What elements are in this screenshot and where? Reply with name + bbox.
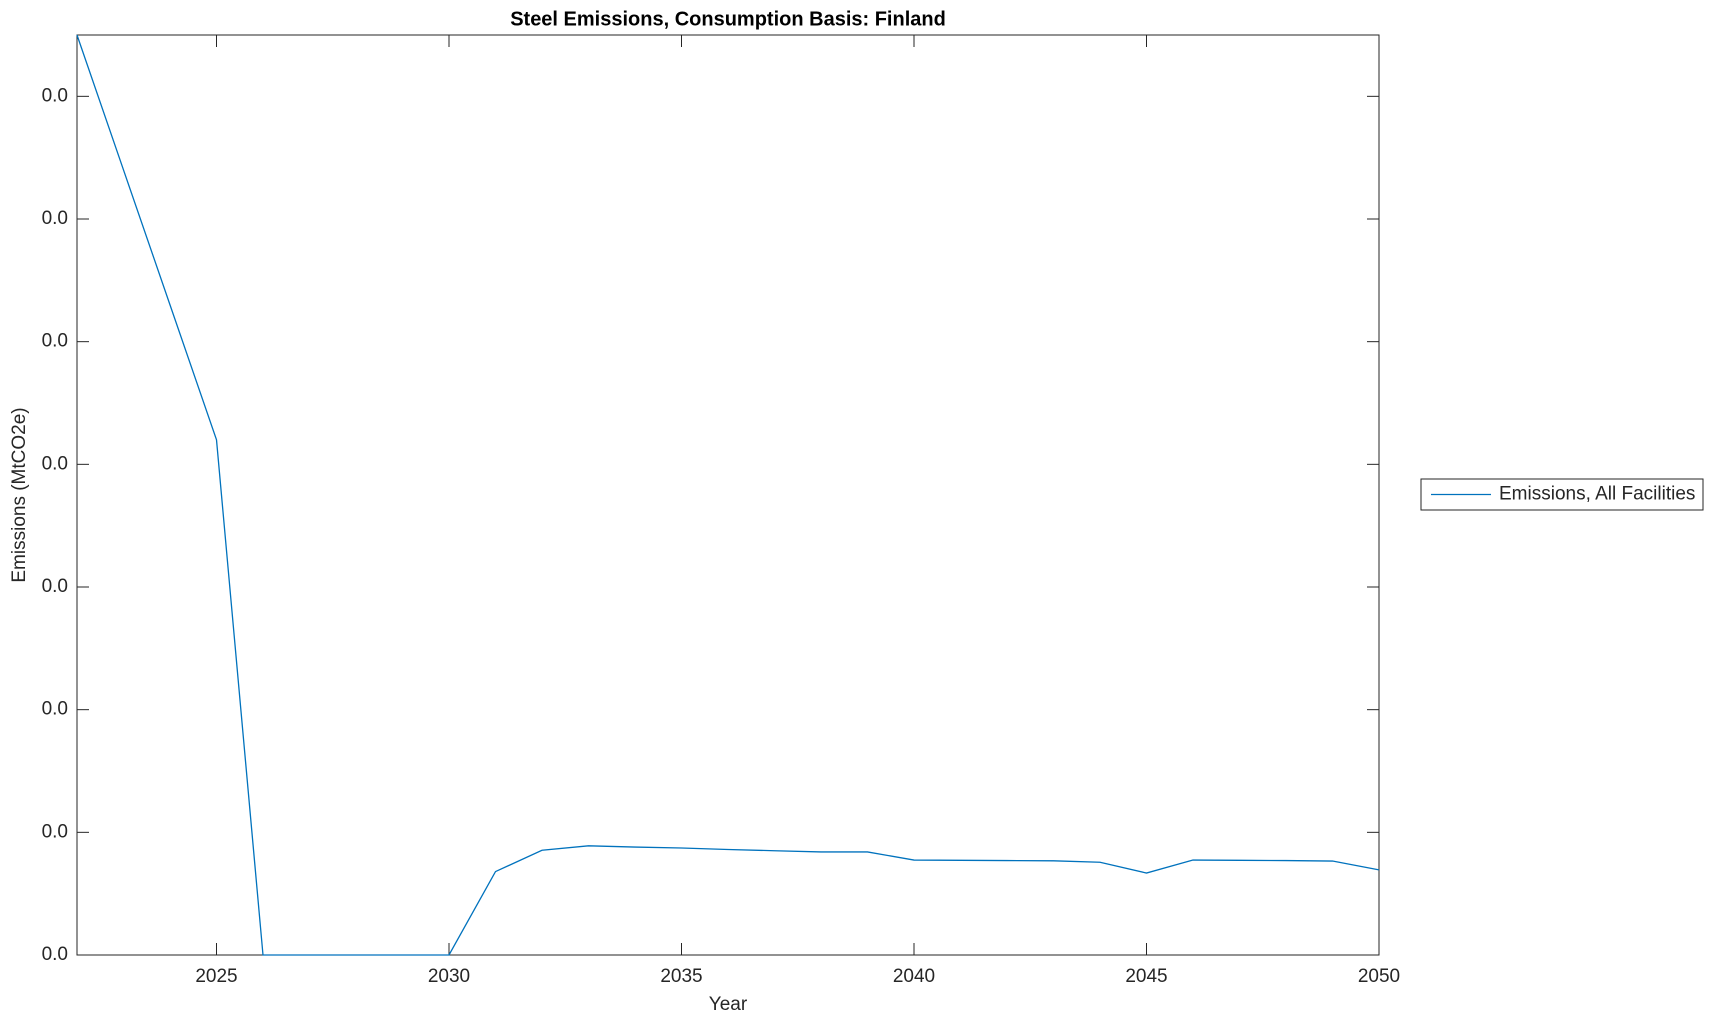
y-tick-label: 0.0	[42, 944, 68, 965]
y-tick-label: 0.0	[42, 208, 68, 229]
chart-title: Steel Emissions, Consumption Basis: Finl…	[510, 8, 946, 30]
y-tick-label: 0.0	[42, 699, 68, 720]
y-axis-label: Emissions (MtCO2e)	[9, 407, 30, 582]
x-tick-label: 2035	[660, 966, 702, 987]
y-tick-label: 0.0	[42, 453, 68, 474]
x-tick-label: 2040	[893, 966, 935, 987]
x-tick-label: 2025	[195, 966, 237, 987]
x-tick-label: 2045	[1125, 966, 1167, 987]
x-axis-label: Year	[709, 994, 748, 1015]
plot-area	[76, 34, 1380, 956]
legend-label: Emissions, All Facilities	[1499, 484, 1695, 505]
x-tick-label: 2030	[428, 966, 470, 987]
y-tick-label: 0.0	[42, 821, 68, 842]
y-tick-label: 0.0	[42, 576, 68, 597]
data-line	[76, 34, 1380, 956]
y-tick-label: 0.0	[42, 331, 68, 352]
y-tick-label: 0.0	[42, 85, 68, 106]
x-tick-label: 2050	[1358, 966, 1400, 987]
